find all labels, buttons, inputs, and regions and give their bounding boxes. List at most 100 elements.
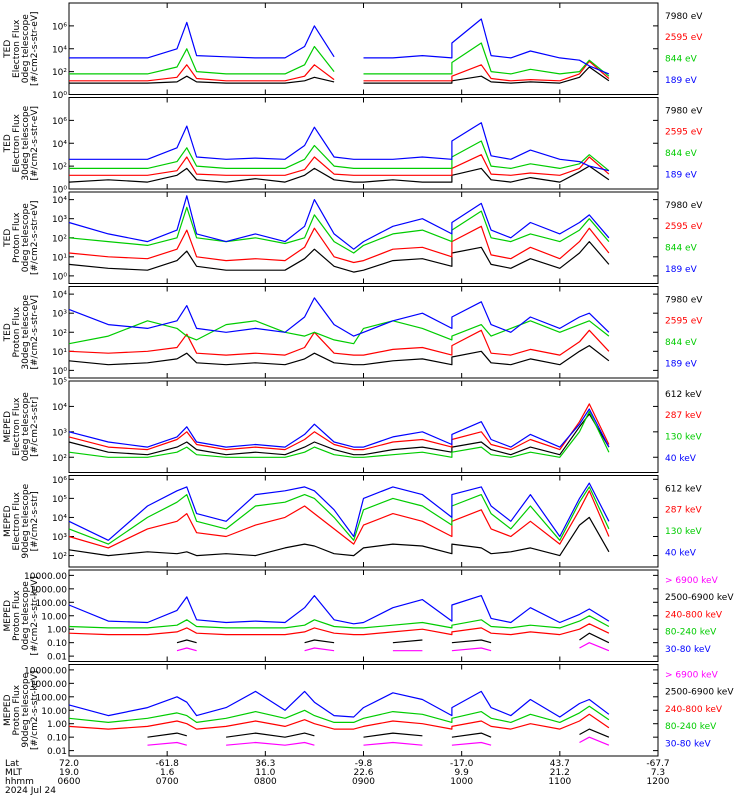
x-tick-hhmm: 1000 xyxy=(450,777,473,787)
series-240-800-kev-line xyxy=(68,623,610,636)
series-40-kev-line xyxy=(68,408,610,448)
y-tick-label: 1.00 xyxy=(47,720,67,730)
legend-entry: 130 keV xyxy=(665,527,702,537)
legend-entry: 2595 eV xyxy=(665,222,703,232)
series-7980-ev-line xyxy=(68,345,610,366)
y-tick-label: 10³ xyxy=(52,310,67,320)
x-axis-row-label: MLT xyxy=(5,768,23,778)
legend-entry: 7980 eV xyxy=(665,106,703,116)
legend-entry: 2595 eV xyxy=(665,128,703,138)
legend-entry: 130 keV xyxy=(665,433,702,443)
series-2500-6900-kev-line xyxy=(176,632,610,644)
x-tick-mlt: 19.0 xyxy=(59,768,79,778)
y-axis-label-line: MEPED xyxy=(3,600,13,632)
legend-entry: > 6900 keV xyxy=(665,576,719,586)
legend-entry: 189 eV xyxy=(665,76,698,86)
x-tick-mlt: 7.3 xyxy=(651,768,665,778)
y-tick-label: 10³ xyxy=(52,215,67,225)
series-7980-ev-line xyxy=(68,241,610,273)
series-2595-ev-line xyxy=(68,225,610,264)
panel-frame xyxy=(68,569,659,662)
y-tick-label: 1000.00 xyxy=(30,680,67,690)
legend-entry: 240-800 keV xyxy=(665,705,723,715)
x-tick-hhmm: 0600 xyxy=(58,777,81,787)
x-axis-row-label: hhmm xyxy=(5,777,34,787)
series-240-800-kev-line xyxy=(68,713,610,730)
x-tick-mlt: 9.9 xyxy=(455,768,470,778)
x-tick-hhmm: 0900 xyxy=(352,777,375,787)
y-tick-label: 0.10 xyxy=(47,734,67,744)
y-axis-label-line: Proton Flux xyxy=(12,590,22,641)
panel-2: 10⁶ 10⁴ 10² 10⁰ TED Electron Flux 30deg telesc… xyxy=(3,97,703,196)
y-axis-label-line: MEPED xyxy=(3,411,13,443)
series-287-kev-line xyxy=(68,403,610,451)
y-tick-label: 10⁶ xyxy=(52,117,67,127)
x-tick-lat: -9.8 xyxy=(355,759,373,769)
legend-entry: 30-80 keV xyxy=(665,740,711,750)
legend-entry: 287 keV xyxy=(665,506,702,516)
y-tick-label: 10¹ xyxy=(52,253,67,263)
legend-entry: 40 keV xyxy=(665,548,697,558)
legend-entry: 189 eV xyxy=(665,359,698,369)
series-30-80-kev-line xyxy=(68,690,610,718)
series-189-ev-line xyxy=(68,297,610,337)
legend-entry: 189 eV xyxy=(665,170,698,180)
y-tick-label: 10000.00 xyxy=(24,572,67,582)
series-2595-ev-line xyxy=(69,60,610,82)
x-tick-hhmm: 0800 xyxy=(254,777,277,787)
series-844-ev-line xyxy=(69,140,610,172)
legend-entry: 240-800 keV xyxy=(665,610,723,620)
legend-entry: 30-80 keV xyxy=(665,645,711,655)
y-tick-label: 10¹ xyxy=(52,348,67,358)
legend-entry: 189 eV xyxy=(665,265,698,275)
y-tick-label: 10⁶ xyxy=(52,476,67,486)
y-axis-label-line: [#/cm2-s-str-eV] xyxy=(30,295,40,370)
y-tick-label: 1000.00 xyxy=(30,585,67,595)
y-axis-label-line: Proton Flux xyxy=(12,212,22,263)
series-189-ev-line xyxy=(69,18,610,75)
x-tick-lat: -67.7 xyxy=(646,759,669,769)
series-2595-ev-line xyxy=(68,329,610,356)
y-axis-label-line: Electron Flux xyxy=(12,397,22,456)
y-tick-label: 10⁶ xyxy=(52,22,67,32)
x-tick-mlt: 21.2 xyxy=(550,768,570,778)
y-axis-label-line: 0deg telescope xyxy=(21,203,31,273)
legend-entry: 80-240 keV xyxy=(665,628,717,638)
y-tick-label: 0.01 xyxy=(47,747,67,757)
series-2595-ev-line xyxy=(69,154,610,176)
y-tick-label: 10³ xyxy=(52,533,67,543)
series-844-ev-line xyxy=(69,42,610,77)
x-tick-hhmm: 0700 xyxy=(156,777,179,787)
y-axis-label-line: [#/cm2-s-str-keV] xyxy=(30,671,40,750)
series-130-kev-line xyxy=(68,410,610,458)
x-tick-lat: -17.0 xyxy=(450,759,474,769)
y-axis-label-line: [#/cm2-s-str-eV] xyxy=(30,200,40,275)
y-axis-label-line: TED xyxy=(3,40,13,59)
series-189-ev-line xyxy=(68,195,610,250)
series-30-80-kev-line xyxy=(68,595,610,625)
y-axis-label-line: MEPED xyxy=(3,505,13,537)
x-tick-mlt: 22.6 xyxy=(353,768,373,778)
y-axis-label-line: [#/cm2-s-str-eV] xyxy=(30,11,40,86)
y-tick-label: 100.00 xyxy=(36,599,68,609)
x-tick-mlt: 1.6 xyxy=(160,768,175,778)
x-tick-mlt: 11.0 xyxy=(255,768,275,778)
y-tick-label: 10⁴ xyxy=(52,140,67,150)
y-tick-label: 10⁰ xyxy=(52,91,67,101)
y-tick-label: 10² xyxy=(52,552,67,562)
series-40-kev-line xyxy=(68,482,610,541)
series-6900-kev-line xyxy=(147,736,610,746)
y-tick-label: 1.00 xyxy=(47,626,67,636)
y-tick-label: 0.10 xyxy=(47,639,67,649)
legend-entry: 7980 eV xyxy=(665,201,703,211)
legend-entry: 844 eV xyxy=(665,244,698,254)
series-287-kev-line xyxy=(68,490,610,549)
legend-entry: 40 keV xyxy=(665,454,697,464)
legend-entry: 844 eV xyxy=(665,338,698,348)
y-tick-label: 10⁴ xyxy=(52,45,67,55)
y-tick-label: 10⁴ xyxy=(52,196,67,206)
series-612-kev-line xyxy=(68,516,610,557)
y-tick-label: 10⁰ xyxy=(52,367,67,377)
